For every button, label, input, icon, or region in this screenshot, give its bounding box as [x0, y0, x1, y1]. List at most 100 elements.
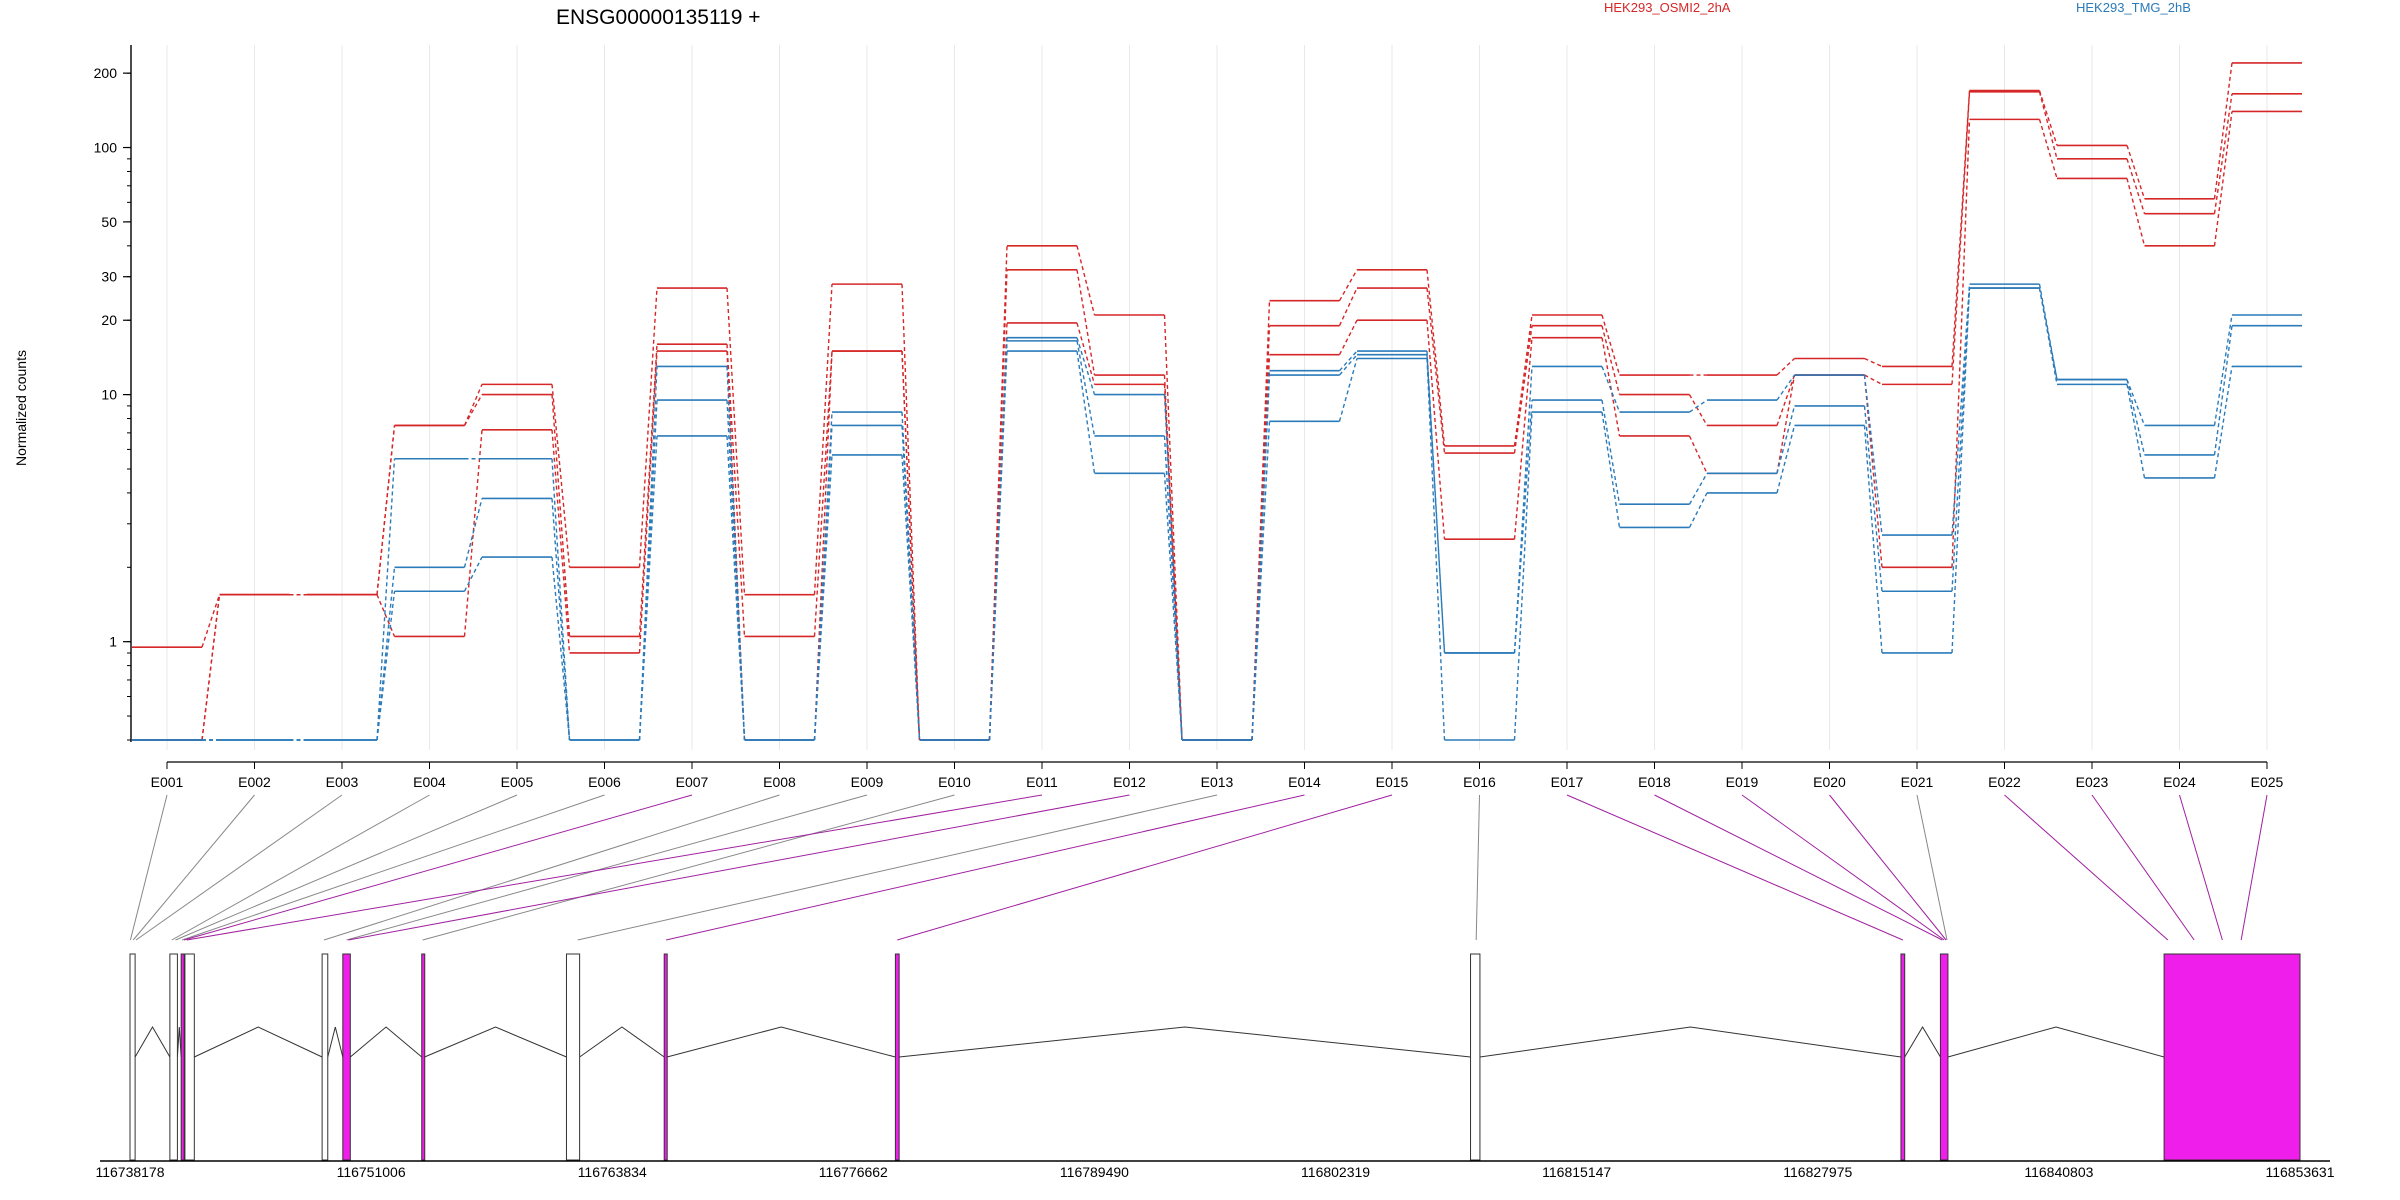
exon-block-highlighted	[342, 953, 351, 1161]
series-connector	[376, 591, 396, 741]
series-connector	[2213, 314, 2233, 426]
exon-block-highlighted	[1939, 953, 1949, 1161]
genomic-coordinate-label: 116840803	[2024, 1164, 2093, 1180]
series-connector	[988, 322, 1008, 741]
series-connector	[1426, 351, 1446, 654]
series-connector	[2126, 145, 2146, 200]
series-connector	[1251, 421, 1271, 741]
series-connector	[901, 454, 921, 741]
series-connector	[463, 384, 483, 426]
y-tick-label: 100	[94, 140, 118, 156]
exon-label: E005	[501, 774, 534, 790]
series-connector	[638, 435, 658, 741]
y-tick-label: 200	[94, 65, 118, 81]
series-connector	[1688, 394, 1708, 426]
series-6	[132, 287, 2302, 741]
series-connector	[1776, 374, 1796, 426]
exon-block	[169, 953, 178, 1161]
exon-block	[565, 953, 581, 1161]
genomic-coordinate-label: 116738178	[95, 1164, 164, 1180]
series-connector	[2038, 91, 2058, 160]
exon-link	[323, 794, 780, 941]
series-connector	[1951, 287, 1971, 592]
exon-label: E017	[1551, 774, 1584, 790]
exon-link	[577, 794, 1218, 941]
series-connector	[813, 454, 833, 741]
y-tick-label: 1	[109, 634, 117, 650]
series-connector	[1776, 425, 1796, 494]
series-connector	[2126, 158, 2146, 214]
series-connector	[1076, 245, 1096, 316]
series-connector	[1601, 411, 1621, 528]
series-connector	[1513, 412, 1533, 741]
series-connector	[1076, 269, 1096, 376]
exon-link	[1741, 794, 1945, 941]
exon-block	[1470, 953, 1481, 1161]
series-connector	[1689, 399, 1708, 413]
series-connector	[551, 394, 571, 637]
series-connector	[1863, 405, 1883, 592]
exon-label: E008	[763, 774, 796, 790]
exon-link	[1829, 794, 1947, 941]
series-connector	[813, 351, 833, 637]
series-lines	[132, 62, 2302, 741]
exon-label: E022	[1988, 774, 2021, 790]
series-connector	[1513, 337, 1533, 540]
series-connector	[1426, 358, 1446, 741]
exon-label: E016	[1463, 774, 1496, 790]
series-connector	[901, 351, 921, 741]
intron-line	[1904, 1026, 1941, 1058]
intron-line	[194, 1026, 323, 1058]
series-connector	[1513, 366, 1533, 654]
series-connector	[1601, 314, 1621, 376]
series-connector	[1251, 375, 1271, 741]
series-connector	[1776, 374, 1796, 401]
intron-line	[1479, 1026, 1902, 1058]
series-connector	[1776, 374, 1796, 474]
exon-link	[183, 794, 693, 941]
exon-label: E001	[151, 774, 184, 790]
series-connector	[2126, 379, 2146, 456]
intron-line	[176, 1026, 182, 1058]
series-connector	[988, 337, 1008, 741]
exon-link	[1916, 794, 1948, 941]
genomic-coordinate-label: 116853631	[2265, 1164, 2334, 1180]
exon-block-highlighted	[1900, 953, 1906, 1161]
series-connector	[1951, 287, 1971, 654]
exon-link	[186, 794, 1043, 941]
exon-label: E014	[1288, 774, 1321, 790]
genomic-coordinate-label: 116751006	[337, 1164, 406, 1180]
series-connector	[2038, 90, 2058, 146]
series-connector	[376, 425, 396, 595]
series-connector	[551, 384, 571, 568]
series-connector	[1163, 473, 1183, 741]
exon-label: E013	[1201, 774, 1234, 790]
series-connector	[1601, 366, 1621, 413]
series-connector	[1163, 314, 1183, 741]
series-connector	[2213, 111, 2233, 246]
series-connector	[2213, 325, 2233, 456]
exon-link	[1654, 794, 1943, 941]
series-connector	[1688, 435, 1708, 474]
intron-line	[899, 1026, 1471, 1058]
series-connector	[551, 498, 571, 741]
gene-model	[129, 953, 2301, 1161]
exon-links	[129, 794, 2268, 941]
genomic-coordinate-label: 116815147	[1542, 1164, 1611, 1180]
y-tick-label: 30	[101, 269, 117, 285]
series-connector	[463, 394, 483, 426]
intron-line	[1947, 1026, 2165, 1058]
series-connector	[2038, 119, 2058, 179]
series-connector	[1076, 340, 1096, 437]
series-connector	[1338, 358, 1358, 422]
series-connector	[2126, 379, 2146, 426]
series-connector	[1601, 337, 1621, 437]
series-connector	[1338, 350, 1358, 372]
exon-block	[321, 953, 329, 1161]
series-connector	[813, 284, 833, 595]
exon-label: E020	[1813, 774, 1846, 790]
exon-link	[897, 794, 1393, 941]
series-connector	[1513, 325, 1533, 454]
series-connector	[638, 287, 658, 568]
exon-link	[665, 794, 1305, 941]
